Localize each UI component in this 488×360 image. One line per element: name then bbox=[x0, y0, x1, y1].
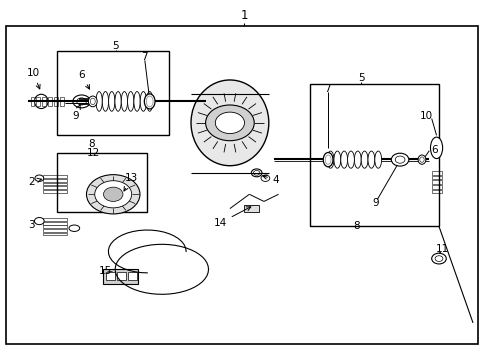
Bar bbox=[54, 97, 58, 106]
Text: 15: 15 bbox=[99, 266, 112, 276]
Bar bbox=[42, 97, 46, 106]
Ellipse shape bbox=[325, 155, 330, 164]
Text: 1: 1 bbox=[240, 9, 248, 22]
Bar bbox=[42, 190, 67, 193]
Bar bbox=[42, 229, 67, 232]
Text: 7: 7 bbox=[141, 52, 148, 62]
Ellipse shape bbox=[146, 96, 153, 107]
Text: 7: 7 bbox=[323, 84, 330, 94]
Circle shape bbox=[73, 95, 90, 108]
Bar bbox=[42, 183, 67, 185]
Circle shape bbox=[434, 256, 442, 261]
Ellipse shape bbox=[69, 225, 80, 231]
Ellipse shape bbox=[34, 94, 48, 109]
Ellipse shape bbox=[35, 175, 43, 181]
Ellipse shape bbox=[333, 151, 340, 168]
Ellipse shape bbox=[429, 137, 442, 158]
Ellipse shape bbox=[347, 151, 354, 168]
Circle shape bbox=[77, 98, 86, 105]
Text: 10: 10 bbox=[26, 68, 40, 89]
Ellipse shape bbox=[115, 91, 121, 111]
Circle shape bbox=[95, 181, 131, 208]
Ellipse shape bbox=[261, 175, 269, 181]
Bar bbox=[106, 272, 115, 280]
Ellipse shape bbox=[108, 91, 115, 111]
Bar bbox=[60, 97, 63, 106]
Circle shape bbox=[394, 156, 404, 163]
Ellipse shape bbox=[121, 91, 127, 111]
Ellipse shape bbox=[90, 98, 95, 105]
Circle shape bbox=[390, 153, 408, 166]
Circle shape bbox=[215, 112, 244, 134]
Bar bbox=[309, 84, 438, 226]
Bar bbox=[42, 225, 67, 228]
Bar bbox=[48, 97, 52, 106]
Ellipse shape bbox=[134, 91, 140, 111]
Ellipse shape bbox=[191, 80, 268, 166]
Text: 6: 6 bbox=[78, 69, 89, 89]
Text: 5: 5 bbox=[357, 73, 364, 83]
Bar bbox=[42, 186, 67, 189]
Bar bbox=[431, 176, 442, 179]
Bar bbox=[57, 153, 147, 212]
Text: 2: 2 bbox=[28, 177, 41, 187]
Ellipse shape bbox=[367, 151, 374, 168]
Ellipse shape bbox=[146, 91, 153, 111]
Bar bbox=[431, 180, 442, 184]
Bar bbox=[36, 97, 40, 106]
Bar bbox=[431, 185, 442, 189]
Bar bbox=[244, 205, 259, 212]
Ellipse shape bbox=[340, 151, 347, 168]
Ellipse shape bbox=[102, 91, 108, 111]
Ellipse shape bbox=[96, 91, 102, 111]
Bar bbox=[42, 179, 67, 182]
Text: 8: 8 bbox=[352, 221, 359, 231]
Bar bbox=[431, 171, 442, 175]
Ellipse shape bbox=[140, 91, 146, 111]
Text: 4: 4 bbox=[262, 175, 279, 185]
Bar bbox=[42, 233, 67, 235]
Text: 9: 9 bbox=[72, 105, 80, 121]
Bar bbox=[103, 269, 137, 284]
Ellipse shape bbox=[88, 96, 97, 107]
Bar bbox=[128, 272, 137, 280]
Ellipse shape bbox=[253, 171, 259, 175]
Ellipse shape bbox=[419, 157, 423, 162]
Ellipse shape bbox=[374, 151, 381, 168]
Ellipse shape bbox=[323, 153, 332, 167]
Bar bbox=[42, 222, 67, 225]
Circle shape bbox=[431, 253, 446, 264]
Text: 8: 8 bbox=[88, 139, 95, 149]
Circle shape bbox=[86, 175, 140, 214]
Bar bbox=[431, 190, 442, 193]
Text: 14: 14 bbox=[213, 207, 250, 228]
Ellipse shape bbox=[34, 217, 44, 225]
Bar bbox=[117, 272, 125, 280]
Bar bbox=[30, 97, 34, 106]
Text: 6: 6 bbox=[430, 145, 437, 155]
Ellipse shape bbox=[361, 151, 367, 168]
Bar bbox=[42, 218, 67, 221]
Text: 13: 13 bbox=[124, 173, 138, 191]
Text: 11: 11 bbox=[435, 244, 448, 253]
Text: 9: 9 bbox=[372, 198, 378, 208]
Text: 5: 5 bbox=[112, 41, 119, 51]
Text: 3: 3 bbox=[28, 220, 35, 230]
Ellipse shape bbox=[251, 169, 262, 177]
Ellipse shape bbox=[127, 91, 134, 111]
Circle shape bbox=[103, 187, 122, 202]
Ellipse shape bbox=[326, 151, 333, 168]
Bar bbox=[57, 51, 169, 135]
Bar bbox=[42, 175, 67, 178]
Bar bbox=[6, 26, 477, 344]
Ellipse shape bbox=[144, 94, 155, 109]
Ellipse shape bbox=[354, 151, 361, 168]
Text: 12: 12 bbox=[87, 148, 100, 158]
Circle shape bbox=[205, 105, 254, 141]
Ellipse shape bbox=[417, 155, 425, 164]
Text: 10: 10 bbox=[419, 111, 432, 121]
